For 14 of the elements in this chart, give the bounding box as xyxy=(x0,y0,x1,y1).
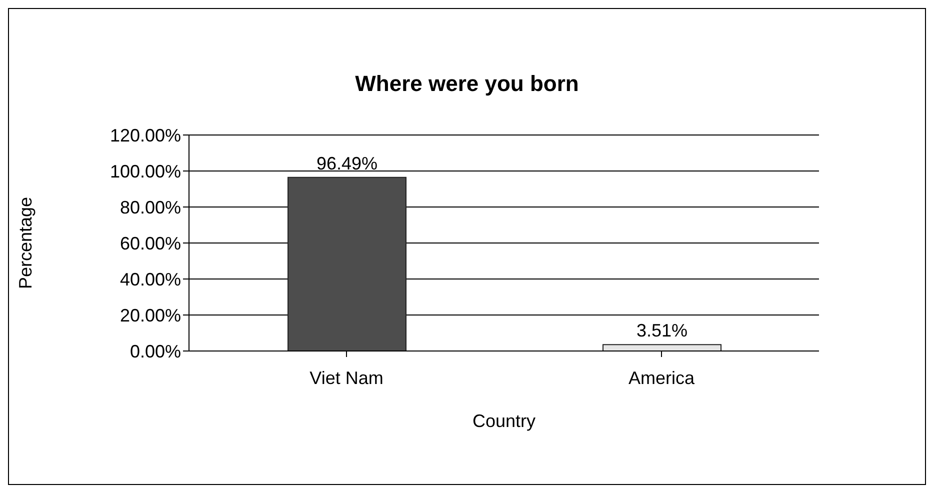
y-tick-label: 80.00% xyxy=(120,197,181,218)
y-tick-label: 20.00% xyxy=(120,305,181,326)
chart-title: Where were you born xyxy=(354,71,580,97)
x-tick-label: Viet Nam xyxy=(310,368,384,388)
y-tick-label: 0.00% xyxy=(130,341,181,362)
data-label: 96.49% xyxy=(316,153,378,174)
y-axis-title: Percentage xyxy=(15,196,36,290)
data-label: 3.51% xyxy=(636,320,688,341)
y-tick-label: 120.00% xyxy=(110,125,181,146)
x-tick-label: America xyxy=(628,368,696,388)
x-axis-title: Country xyxy=(472,411,536,431)
y-tick-label: 60.00% xyxy=(120,233,181,254)
y-tick-label: 100.00% xyxy=(110,161,181,182)
y-tick-label: 40.00% xyxy=(120,269,181,290)
